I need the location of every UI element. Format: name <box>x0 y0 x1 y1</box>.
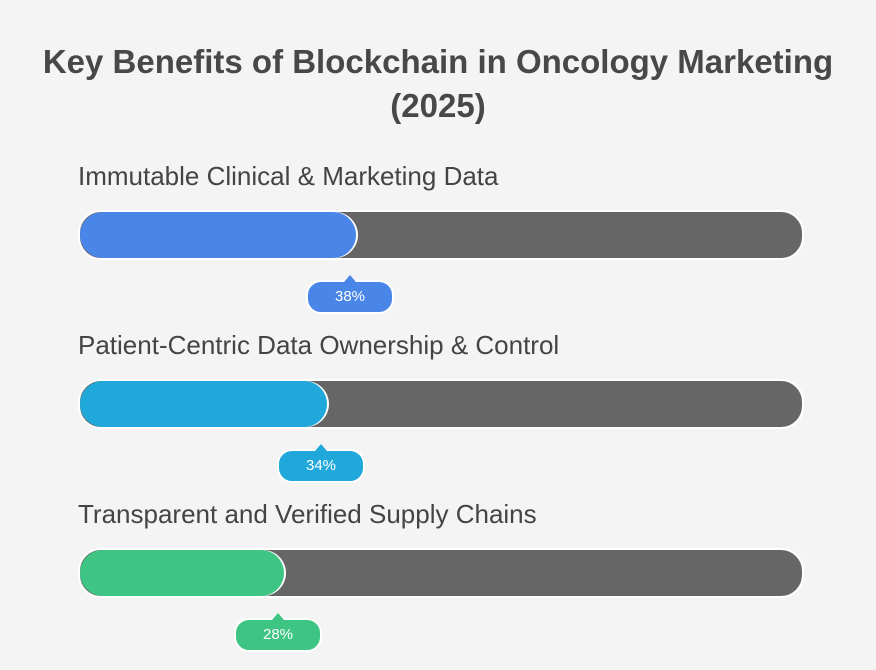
category-label: Patient-Centric Data Ownership & Control <box>78 330 560 360</box>
value-badge: 28% <box>234 613 322 652</box>
bar-track <box>78 210 804 260</box>
benefit-bar-item: Patient-Centric Data Ownership & Control… <box>78 329 804 483</box>
value-badge: 34% <box>277 444 365 483</box>
badge-pointer <box>344 275 356 282</box>
bar-fill <box>80 550 284 596</box>
bar-fill <box>80 212 356 258</box>
bar-fill <box>80 381 327 427</box>
value-badge: 38% <box>306 275 394 314</box>
benefit-bar-item: Immutable Clinical & Marketing Data 38% <box>78 160 804 314</box>
category-label: Immutable Clinical & Marketing Data <box>78 161 499 191</box>
value-label: 38% <box>334 288 366 305</box>
bar-track <box>78 548 804 598</box>
category-label: Transparent and Verified Supply Chains <box>78 499 537 529</box>
benefit-bar-item: Transparent and Verified Supply Chains 2… <box>78 498 804 652</box>
chart-title: Key Benefits of Blockchain in Oncology M… <box>42 43 834 124</box>
badge-pointer <box>315 444 327 451</box>
value-label: 34% <box>305 457 337 474</box>
badge-pointer <box>272 613 284 620</box>
bar-track <box>78 379 804 429</box>
value-label: 28% <box>262 626 294 643</box>
